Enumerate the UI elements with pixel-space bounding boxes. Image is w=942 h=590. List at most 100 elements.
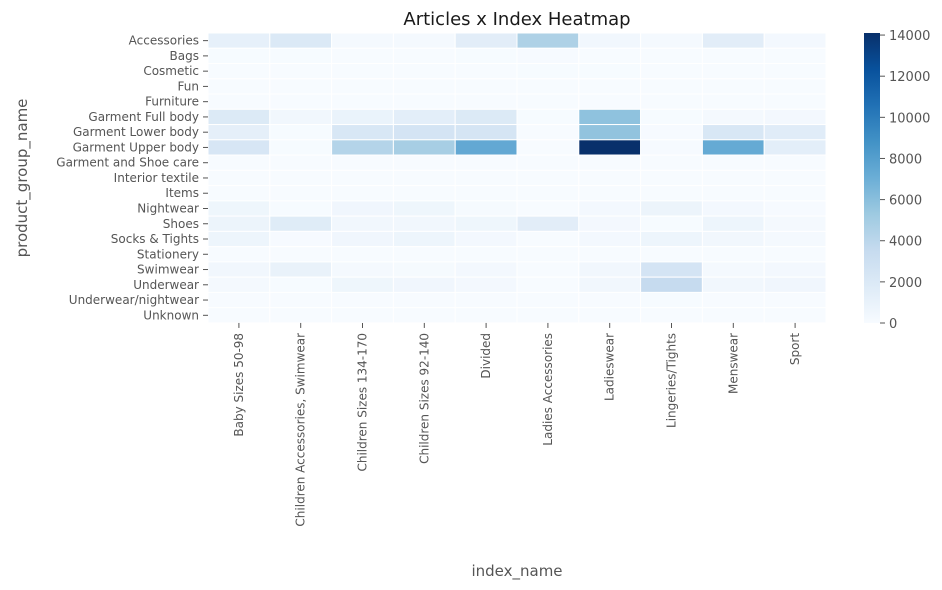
heatmap-cell <box>763 307 827 324</box>
heatmap-cell <box>763 124 827 141</box>
heatmap-cell <box>763 47 827 65</box>
heatmap-cell <box>516 124 580 141</box>
y-tick-label-nightwear: Nightwear <box>137 201 199 215</box>
y-tick-label-unknown: Unknown <box>143 308 199 322</box>
heatmap-cell <box>640 139 703 156</box>
heatmap-cell <box>516 307 580 324</box>
heatmap-cell <box>763 108 827 126</box>
y-tick-label-furniture: Furniture <box>145 95 199 109</box>
heatmap-cell <box>640 47 703 65</box>
heatmap-cell <box>516 261 580 278</box>
heatmap-cell <box>269 291 333 309</box>
heatmap-cell <box>701 276 765 293</box>
y-axis-label: product_group_name <box>13 99 32 258</box>
heatmap-cell <box>392 93 456 110</box>
y-tick-label-garment-lower-body: Garment Lower body <box>73 125 199 139</box>
heatmap-cell <box>640 169 703 187</box>
heatmap-cell <box>701 230 765 248</box>
colorbar-ticks: 0 2000 4000 6000 8000 10000 12000 14000 <box>880 29 930 332</box>
y-tick-label-bags: Bags <box>170 49 199 63</box>
heatmap-cell <box>640 154 703 171</box>
heatmap-cell <box>454 124 518 141</box>
heatmap-cell <box>578 230 642 248</box>
heatmap-cell <box>207 78 271 95</box>
heatmap-cell <box>578 154 642 171</box>
heatmap-cell <box>640 93 703 110</box>
x-tick-label-ladies-accessories: Ladies Accessories <box>541 333 555 446</box>
heatmap-cell <box>763 200 827 217</box>
heatmap-cell <box>516 246 580 263</box>
heatmap-cell <box>454 63 518 80</box>
heatmap-cell <box>701 63 765 80</box>
colorbar-tick-label: 2000 <box>889 276 922 291</box>
heatmap-cell <box>763 215 827 232</box>
heatmap-cell <box>207 169 271 187</box>
heatmap-cell <box>701 246 765 263</box>
y-tick-label-interior-textile: Interior textile <box>114 171 199 185</box>
heatmap-cell <box>392 124 456 141</box>
heatmap-cell <box>331 276 394 293</box>
colorbar: 0 2000 4000 6000 8000 10000 12000 14000 <box>864 29 930 332</box>
heatmap-cell <box>763 291 827 309</box>
y-tick-label-garment-and-shoe-care: Garment and Shoe care <box>56 156 199 170</box>
y-tick-label-underwear-nightwear: Underwear/nightwear <box>69 293 199 307</box>
heatmap-cell <box>331 169 394 187</box>
heatmap-cell <box>269 215 333 232</box>
heatmap-cell <box>331 200 394 217</box>
heatmap-cell <box>701 154 765 171</box>
heatmap-cell <box>454 215 518 232</box>
y-tick-label-garment-upper-body: Garment Upper body <box>73 140 199 154</box>
heatmap-cell <box>763 276 827 293</box>
heatmap-cell <box>763 32 827 49</box>
heatmap-cell <box>207 63 271 80</box>
x-tick-label-children-sizes-92-140: Children Sizes 92-140 <box>417 333 431 464</box>
y-tick-label-stationery: Stationery <box>137 247 199 261</box>
heatmap-cell <box>763 93 827 110</box>
heatmap-cells <box>207 32 827 324</box>
heatmap-cell <box>392 32 456 49</box>
heatmap-cell <box>392 78 456 95</box>
heatmap-cell <box>763 246 827 263</box>
heatmap-cell <box>392 246 456 263</box>
heatmap-cell <box>701 32 765 49</box>
heatmap-cell <box>269 246 333 263</box>
heatmap-cell <box>578 246 642 263</box>
x-tick-label-children-accessories-swimwear: Children Accessories, Swimwear <box>294 333 308 527</box>
heatmap-cell <box>578 108 642 126</box>
heatmap-cell <box>516 47 580 65</box>
heatmap-cell <box>207 93 271 110</box>
colorbar-tick-label: 8000 <box>889 152 922 167</box>
heatmap-cell <box>454 78 518 95</box>
heatmap-cell <box>207 291 271 309</box>
heatmap-cell <box>516 78 580 95</box>
heatmap-cell <box>269 261 333 278</box>
heatmap-cell <box>516 154 580 171</box>
heatmap-cell <box>269 78 333 95</box>
heatmap-cell <box>578 139 642 156</box>
heatmap-cell <box>392 63 456 80</box>
heatmap-cell <box>392 307 456 324</box>
colorbar-tick-label: 10000 <box>889 111 930 126</box>
x-tick-label-children-sizes-134-170: Children Sizes 134-170 <box>356 333 370 472</box>
heatmap-cell <box>269 154 333 171</box>
heatmap-cell <box>640 215 703 232</box>
heatmap-cell <box>640 124 703 141</box>
heatmap-cell <box>701 47 765 65</box>
x-tick-label-lingeries-tights: Lingeries/Tights <box>665 333 679 428</box>
heatmap-cell <box>269 276 333 293</box>
heatmap-cell <box>454 261 518 278</box>
heatmap-cell <box>207 230 271 248</box>
heatmap-cell <box>640 276 703 293</box>
heatmap-cell <box>331 246 394 263</box>
heatmap-cell <box>454 185 518 202</box>
heatmap-cell <box>701 200 765 217</box>
heatmap-cell <box>640 200 703 217</box>
heatmap-cell <box>640 108 703 126</box>
heatmap-cell <box>269 63 333 80</box>
heatmap-cell <box>516 291 580 309</box>
heatmap-cell <box>269 93 333 110</box>
heatmap-cell <box>392 291 456 309</box>
heatmap-cell <box>578 307 642 324</box>
heatmap-cell <box>516 32 580 49</box>
heatmap-cell <box>701 307 765 324</box>
